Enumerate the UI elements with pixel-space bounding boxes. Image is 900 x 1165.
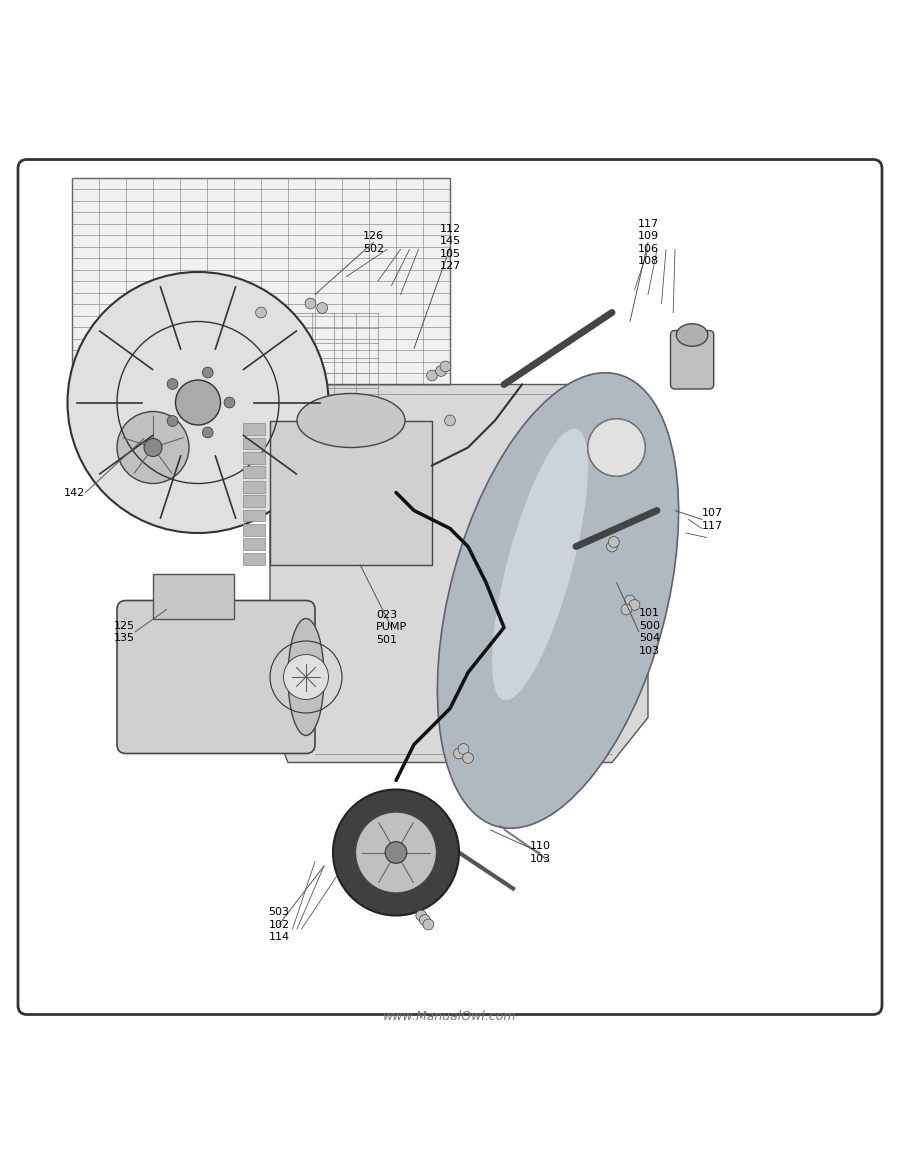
Polygon shape xyxy=(270,384,648,763)
Bar xyxy=(243,524,265,536)
Text: 110
103: 110 103 xyxy=(529,841,551,863)
Circle shape xyxy=(419,915,430,925)
Text: 101
500
504
103: 101 500 504 103 xyxy=(639,608,660,656)
Circle shape xyxy=(317,303,328,313)
Bar xyxy=(243,553,265,565)
Circle shape xyxy=(305,298,316,309)
Circle shape xyxy=(68,271,328,534)
Bar xyxy=(243,438,265,450)
Text: 117
109
106
108: 117 109 106 108 xyxy=(637,219,659,266)
Ellipse shape xyxy=(492,429,588,700)
Bar xyxy=(243,423,265,435)
Circle shape xyxy=(621,605,632,615)
Ellipse shape xyxy=(297,394,405,447)
Circle shape xyxy=(333,790,459,916)
Circle shape xyxy=(608,537,619,548)
Text: 126
502: 126 502 xyxy=(363,231,384,254)
FancyBboxPatch shape xyxy=(670,331,714,389)
Circle shape xyxy=(202,428,213,438)
Circle shape xyxy=(256,308,266,318)
Text: 107
117: 107 117 xyxy=(702,508,723,531)
Circle shape xyxy=(176,380,220,425)
Circle shape xyxy=(629,600,640,610)
Text: 112
145
105
127: 112 145 105 127 xyxy=(439,224,461,271)
Text: www.ManualOwl.com: www.ManualOwl.com xyxy=(383,1010,517,1023)
Circle shape xyxy=(423,919,434,930)
Circle shape xyxy=(356,812,436,894)
Circle shape xyxy=(385,841,407,863)
Bar xyxy=(243,466,265,478)
Circle shape xyxy=(117,411,189,483)
Circle shape xyxy=(202,367,213,377)
Circle shape xyxy=(454,748,464,758)
Bar xyxy=(72,177,450,384)
Circle shape xyxy=(167,379,178,389)
Text: 503
102
114: 503 102 114 xyxy=(268,908,290,941)
Bar xyxy=(270,421,432,565)
Ellipse shape xyxy=(677,324,707,346)
Circle shape xyxy=(167,416,178,426)
Circle shape xyxy=(588,418,645,476)
Bar xyxy=(243,495,265,507)
Bar xyxy=(243,509,265,521)
Circle shape xyxy=(144,438,162,457)
Circle shape xyxy=(458,743,469,755)
Text: 125
135: 125 135 xyxy=(114,621,135,643)
Circle shape xyxy=(607,541,617,552)
FancyBboxPatch shape xyxy=(117,600,315,754)
Bar xyxy=(243,452,265,464)
Bar xyxy=(153,573,234,619)
Circle shape xyxy=(224,397,235,408)
Circle shape xyxy=(445,415,455,426)
Circle shape xyxy=(440,361,451,372)
Text: 023
PUMP
501: 023 PUMP 501 xyxy=(376,610,407,645)
Text: 142: 142 xyxy=(64,487,86,497)
FancyBboxPatch shape xyxy=(18,160,882,1015)
Circle shape xyxy=(416,910,427,920)
Bar xyxy=(243,481,265,493)
Circle shape xyxy=(427,370,437,381)
Circle shape xyxy=(463,753,473,763)
Bar xyxy=(243,538,265,550)
Circle shape xyxy=(436,366,446,376)
Circle shape xyxy=(284,655,328,699)
Circle shape xyxy=(625,595,635,606)
Ellipse shape xyxy=(288,619,324,735)
Ellipse shape xyxy=(437,373,679,828)
